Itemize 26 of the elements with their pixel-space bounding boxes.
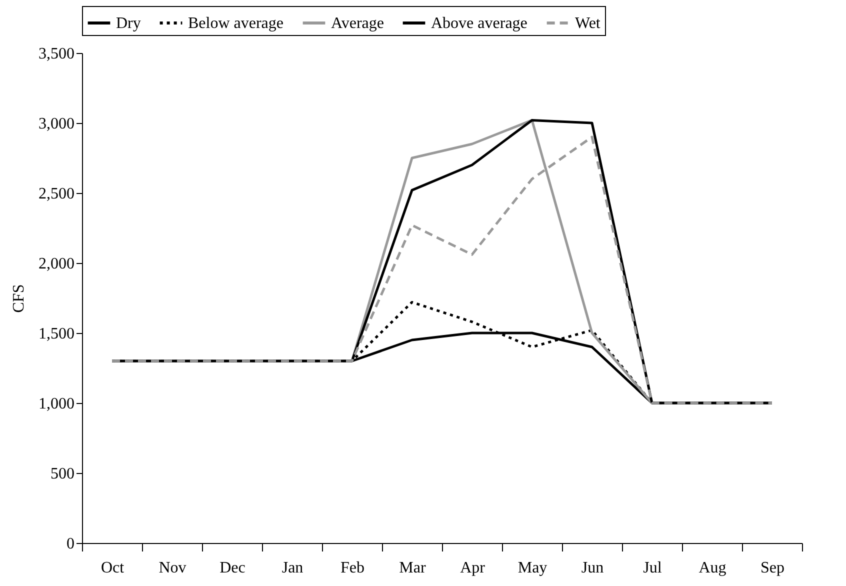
x-tick-label: Mar [399, 560, 426, 576]
y-tick-label: 3,500 [38, 46, 74, 62]
legend-label: Wet [575, 15, 601, 32]
y-tick-label: 0 [66, 536, 74, 552]
x-tick-label: Sep [760, 560, 784, 576]
x-tick-label: Apr [460, 560, 486, 576]
x-tick-label: Jan [282, 560, 304, 576]
legend-label: Below average [188, 15, 284, 32]
y-axis-title: CFS [10, 284, 28, 313]
legend-label: Dry [116, 15, 141, 32]
y-tick-label: 1,000 [38, 396, 74, 412]
x-tick-label: Jun [581, 560, 604, 576]
y-tick-label: 500 [50, 466, 74, 482]
legend-label: Above average [431, 15, 528, 32]
x-tick-label: Jul [643, 560, 662, 576]
x-tick-label: Oct [100, 560, 125, 576]
y-tick-label: 2,500 [38, 186, 74, 202]
x-tick-label: Dec [220, 560, 246, 576]
y-tick-label: 2,000 [38, 256, 74, 272]
x-tick-label: Feb [340, 560, 364, 576]
y-tick-label: 3,000 [38, 116, 74, 132]
x-tick-label: Nov [158, 560, 186, 576]
x-tick-label: Aug [698, 560, 726, 576]
x-tick-label: May [518, 560, 548, 576]
legend-label: Average [331, 15, 384, 32]
y-tick-label: 1,500 [38, 326, 74, 342]
